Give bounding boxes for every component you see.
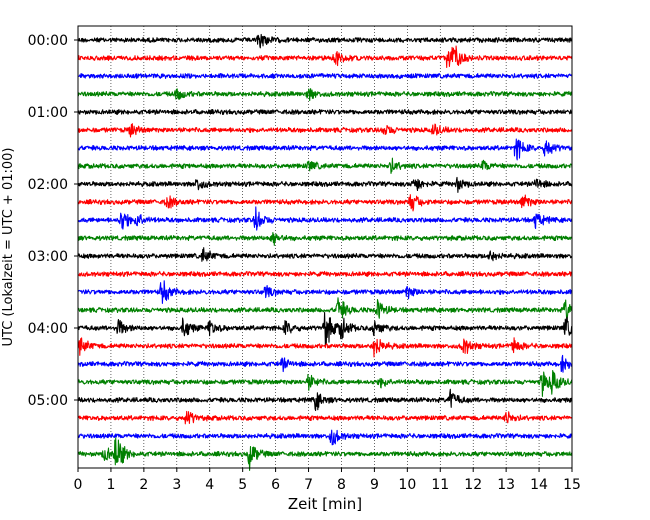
y-axis-ticks: 00:00 01:00 02:00 03:00 04:00 05:00 [28,33,78,409]
x-tick-label-12: 12 [464,477,482,493]
trace-0415 [77,337,573,358]
trace-0145 [77,157,573,174]
x-tick-label-0: 0 [74,477,83,493]
trace-0345 [77,297,573,320]
x-tick-label-8: 8 [337,477,346,493]
x-tick-label-9: 9 [370,477,379,493]
x-tick-label-7: 7 [304,477,313,493]
x-tick-label-15: 15 [563,477,581,493]
trace-0545 [77,437,573,471]
y-tick-label-0500: 05:00 [28,393,68,409]
y-tick-label-0000: 00:00 [28,33,68,49]
trace-0030 [77,72,573,80]
x-tick-label-4: 4 [205,477,214,493]
trace-0130 [77,138,573,161]
trace-0300 [77,247,573,262]
y-tick-label-0200: 02:00 [28,177,68,193]
x-tick-label-10: 10 [398,477,416,493]
x-tick-label-6: 6 [271,477,280,493]
y-tick-label-0300: 03:00 [28,249,68,265]
y-tick-label-0100: 01:00 [28,105,68,121]
trace-0315 [77,270,573,278]
trace-0400 [77,311,573,347]
trace-0330 [77,280,573,304]
y-tick-label-0400: 04:00 [28,321,68,337]
plot-background [78,26,572,468]
x-tick-label-3: 3 [172,477,181,493]
x-axis-ticks: 0 1 2 3 4 5 6 7 8 9 10 11 12 13 14 15 [74,468,581,493]
trace-0430 [77,354,573,373]
trace-0015 [77,45,573,69]
plot-frame [77,25,573,469]
x-axis-label: Zeit [min] [288,495,362,513]
trace-0230 [77,206,573,231]
trace-0515 [77,410,573,425]
trace-0045 [77,88,573,102]
trace-0115 [77,123,573,138]
trace-0100 [77,109,573,116]
x-tick-label-14: 14 [530,477,548,493]
trace-0445 [77,369,573,397]
trace-0530 [77,429,573,446]
x-tick-label-13: 13 [497,477,515,493]
trace-0200 [77,176,573,193]
trace-0000 [77,33,573,49]
trace-0215 [77,194,573,212]
x-tick-label-5: 5 [238,477,247,493]
x-tick-label-1: 1 [106,477,115,493]
y-axis-label: UTC (Lokalzeit = UTC + 01:00) [1,148,16,347]
x-tick-label-11: 11 [431,477,449,493]
trace-0245 [77,232,573,246]
seismogram-traces [77,33,573,471]
x-tick-label-2: 2 [139,477,148,493]
trace-0500 [77,388,573,412]
